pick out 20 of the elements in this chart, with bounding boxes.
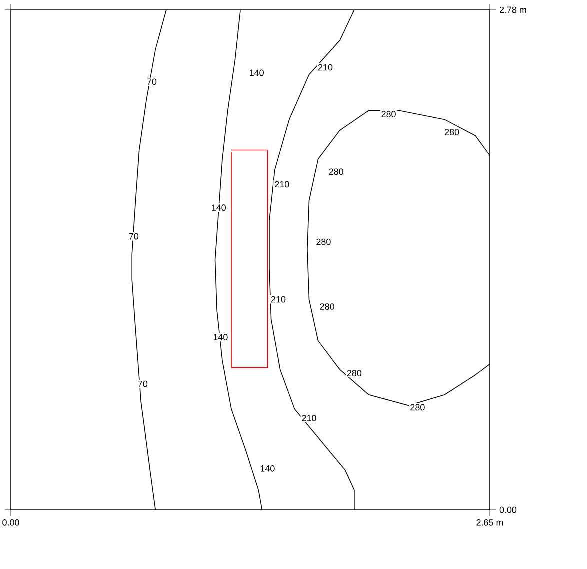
annotation: 70 <box>138 380 148 388</box>
x-tick-label: 2.65 m <box>476 519 504 526</box>
annotation: 70 <box>147 78 157 86</box>
annotation: 280 <box>329 168 344 176</box>
annotation: 280 <box>316 238 331 246</box>
y-tick-label: 2.78 m <box>500 6 526 14</box>
annotation: 210 <box>275 181 290 188</box>
annotation: 140 <box>260 465 275 472</box>
annotation: 140 <box>250 70 264 76</box>
annotation: 210 <box>271 296 286 303</box>
annotation: 280 <box>382 111 396 118</box>
annotation: 280 <box>347 370 362 376</box>
annotation: 280 <box>410 404 425 411</box>
annotation: 210 <box>302 415 316 422</box>
annotation: 140 <box>212 204 226 212</box>
annotation: 70 <box>129 233 139 240</box>
annotation: 210 <box>318 64 333 71</box>
annotation: 140 <box>214 334 228 341</box>
annotation: 280 <box>445 129 460 136</box>
annotation: 280 <box>320 304 334 310</box>
